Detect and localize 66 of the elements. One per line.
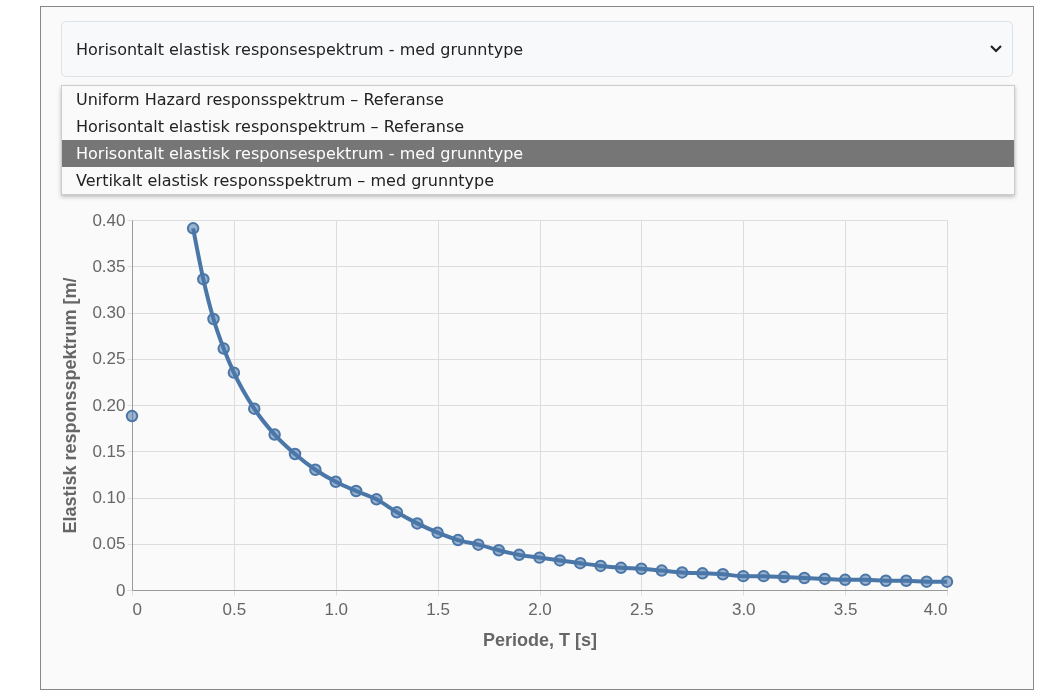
y-axis-title: Elastisk responsspektrum [m/ (60, 277, 81, 534)
point (227, 366, 241, 379)
point (329, 475, 342, 489)
point (451, 533, 465, 547)
point (390, 506, 404, 519)
point (207, 312, 220, 326)
point (186, 222, 200, 235)
point (716, 568, 730, 581)
y-tick-label: 0.05 (92, 534, 126, 554)
y-tick-label: 0.30 (92, 303, 126, 322)
point (920, 575, 933, 588)
point (777, 570, 791, 584)
point (614, 561, 628, 575)
point (900, 574, 913, 587)
y-tick-label: 0.20 (92, 395, 126, 415)
x-tick-label: 2.0 (528, 599, 552, 619)
x-tick-label: 3.5 (833, 599, 858, 619)
text: Horisontalt elastisk responsespektrum - med grunntype (62, 140, 1014, 167)
point (696, 567, 709, 580)
point (838, 573, 852, 587)
y-tick-label: 0 (116, 580, 126, 600)
point (533, 551, 546, 564)
point (197, 272, 210, 286)
point (248, 402, 261, 415)
point (349, 484, 363, 498)
text: Vertikalt elastisk responsspektrum – med grunntype (75, 170, 496, 192)
point (859, 573, 872, 587)
text: Uniform Hazard responsspektrum – Referanse (75, 89, 445, 111)
x-axis-title: Periode, T [s] (482, 629, 598, 650)
y-tick-label: 0.15 (92, 441, 126, 461)
x-tick-label: 4.0 (923, 599, 948, 619)
point (472, 538, 485, 551)
point (553, 554, 567, 567)
point (940, 575, 954, 588)
y-tick-label: 0.25 (92, 349, 126, 369)
point (818, 572, 831, 586)
x-tick-label: 0.5 (222, 599, 247, 619)
point (635, 562, 648, 575)
y-tick-label: 0.40 (92, 210, 126, 230)
point (125, 409, 139, 423)
point (879, 574, 893, 587)
point (288, 447, 302, 461)
point (757, 569, 770, 583)
x-tick-label: 3.0 (731, 599, 756, 619)
point (411, 517, 424, 530)
point (798, 571, 811, 585)
x-tick-label: 2.5 (630, 599, 654, 619)
point (594, 559, 607, 573)
point (309, 463, 322, 476)
point (217, 342, 230, 355)
chart-title: Horisontalt elastisk responsespektrum - med grunntype (76, 39, 524, 59)
y-tick-label: 0.10 (92, 488, 126, 507)
point (655, 564, 668, 577)
point (675, 566, 689, 579)
x-tick-label: 0 (132, 599, 142, 619)
point (512, 548, 526, 562)
point (431, 526, 444, 539)
x-tick-label: 1.0 (324, 599, 349, 619)
point (737, 569, 750, 583)
point (574, 556, 587, 570)
point (492, 543, 505, 557)
x-tick-label: 1.5 (426, 599, 450, 619)
point (370, 493, 383, 506)
text: Horisontalt elastisk responspektrum – Referanse (75, 116, 466, 138)
y-tick-label: 0.35 (92, 256, 126, 276)
point (268, 428, 281, 441)
